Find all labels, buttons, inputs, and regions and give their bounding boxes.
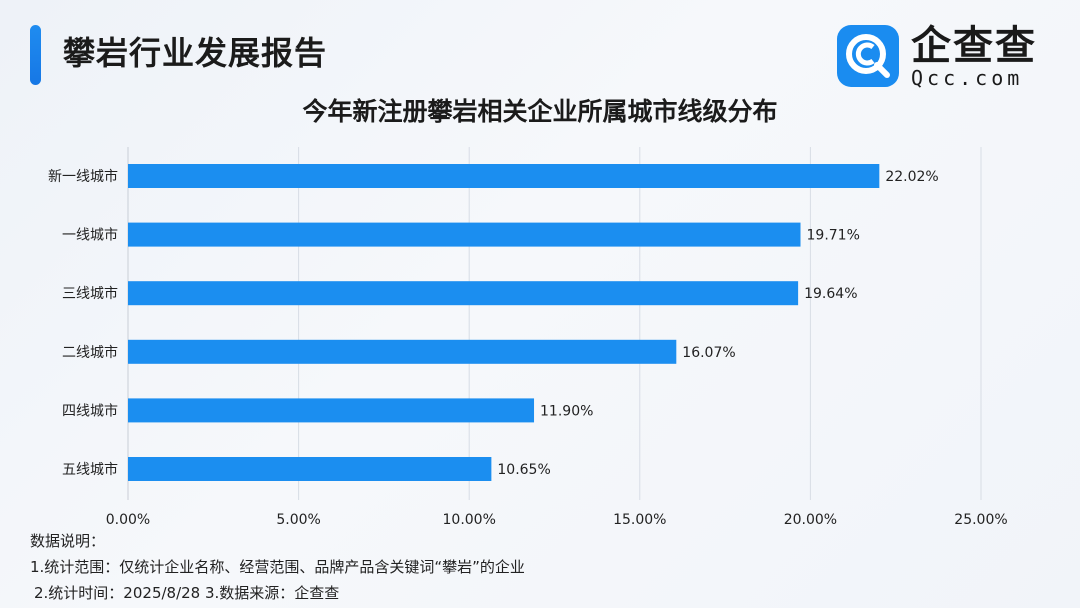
category-label: 新一线城市: [48, 168, 118, 185]
x-tick-label: 20.00%: [784, 512, 837, 528]
footnote-heading: 数据说明：: [30, 532, 106, 550]
category-label: 四线城市: [62, 402, 118, 419]
logo-name: 企查查: [911, 23, 1037, 69]
header-accent-bar: [30, 25, 41, 85]
report-title: 攀岩行业发展报告: [63, 34, 328, 72]
data-label: 11.90%: [540, 403, 593, 419]
category-label: 五线城市: [62, 461, 118, 478]
bar: [128, 222, 801, 247]
bar: [128, 339, 677, 364]
x-tick-label: 5.00%: [276, 512, 320, 528]
data-label: 22.02%: [885, 169, 938, 185]
bar: [128, 164, 880, 188]
x-tick-label: 15.00%: [613, 512, 666, 528]
x-tick-label: 25.00%: [954, 512, 1007, 528]
data-label: 10.65%: [497, 462, 550, 478]
data-label: 19.71%: [807, 228, 860, 244]
category-label: 一线城市: [62, 227, 118, 244]
data-label: 19.64%: [804, 286, 857, 302]
logo-domain: Qcc.com: [911, 66, 1024, 90]
x-tick-label: 10.00%: [443, 512, 496, 528]
qcc-logo: 企查查 Qcc.com: [837, 24, 1037, 88]
data-label: 16.07%: [682, 345, 735, 361]
category-label: 三线城市: [62, 285, 118, 302]
bar: [128, 281, 799, 306]
bar: [128, 457, 492, 481]
footnote-scope: 1.统计范围：仅统计企业名称、经营范围、品牌产品含关键词“攀岩”的企业: [30, 558, 525, 576]
chart-title: 今年新注册攀岩相关企业所属城市线级分布: [302, 97, 778, 126]
x-tick-label: 0.00%: [106, 512, 150, 528]
bar: [128, 398, 535, 423]
qcc-logo-icon: [837, 25, 899, 87]
footnotes: 数据说明： 1.统计范围：仅统计企业名称、经营范围、品牌产品含关键词“攀岩”的企…: [30, 528, 525, 606]
category-label: 二线城市: [62, 344, 118, 361]
footnote-time-source: 2.统计时间：2025/8/28 3.数据来源：企查查: [34, 584, 340, 602]
